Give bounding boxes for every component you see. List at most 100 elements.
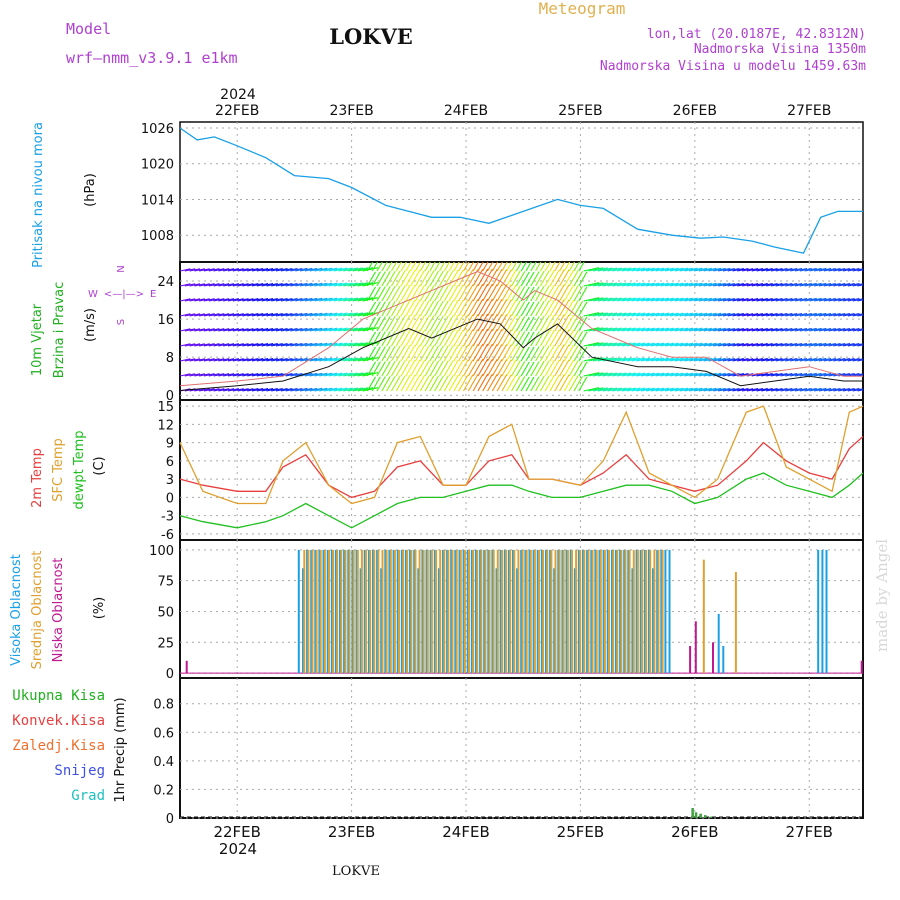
wind-barb	[780, 282, 793, 287]
wind-barb	[751, 358, 764, 362]
wind-barb	[602, 297, 618, 302]
wind-barb	[530, 316, 540, 332]
wind-barb	[237, 298, 249, 302]
wind-barb	[275, 358, 288, 362]
wind-barb	[434, 345, 444, 362]
cloud-bar	[575, 549, 578, 674]
wind-barb	[559, 314, 570, 332]
wind-barb	[818, 357, 832, 362]
wind-barb	[237, 283, 249, 287]
wind-barb	[304, 342, 318, 347]
wind-barb	[463, 262, 470, 272]
wind-barb	[766, 328, 778, 332]
wind-barb	[189, 313, 201, 317]
wind-barb	[400, 300, 411, 317]
wind-barb	[300, 282, 313, 287]
wind-barb	[612, 327, 627, 332]
cloud-bar	[649, 549, 652, 674]
wind-barb	[309, 342, 323, 347]
wind-barb	[208, 358, 220, 362]
wind-barb	[463, 299, 474, 317]
wind-barb	[539, 345, 550, 362]
wind-barb	[833, 387, 846, 392]
wind-barb	[578, 346, 588, 362]
wind-barb	[746, 313, 759, 317]
precip-convective-label: Konvek.Kisa	[12, 713, 105, 729]
wind-barb	[343, 297, 358, 302]
wind-barb	[665, 267, 679, 272]
wind-barb	[742, 388, 754, 392]
wind-barb	[438, 375, 449, 392]
wind-barb	[300, 372, 313, 377]
pressure-unit: (hPa)	[83, 173, 98, 207]
wind-barb	[448, 270, 459, 287]
wind-barb	[237, 388, 249, 392]
wind-barb	[732, 358, 745, 362]
cloud-bar	[458, 549, 461, 674]
wind-barb	[467, 262, 475, 272]
wind-barb	[679, 297, 694, 302]
wind-barb	[525, 316, 535, 332]
wind-barb	[852, 388, 863, 392]
cloud-bar	[476, 549, 479, 674]
wind-barb	[338, 387, 353, 392]
wind-barb	[660, 312, 674, 317]
wind-barb	[304, 357, 318, 362]
wind-barb	[472, 358, 484, 377]
wind-barb	[491, 269, 503, 287]
wind-barb	[429, 270, 439, 287]
wind-barb	[727, 387, 740, 392]
wind-barb	[751, 283, 764, 287]
wind-barb	[400, 262, 407, 272]
cloud-bar	[463, 549, 466, 674]
cloud-bar	[645, 549, 648, 674]
wind-barb	[857, 374, 863, 377]
wind-barb	[472, 283, 484, 302]
wind-barb	[568, 262, 576, 272]
wind-barb	[814, 327, 827, 332]
wind-barb	[184, 328, 196, 332]
wind-barb	[395, 375, 406, 392]
cloud-bar	[583, 549, 586, 674]
wind-barb	[443, 345, 454, 362]
wind-barb	[309, 327, 323, 332]
wind-barb	[818, 327, 832, 332]
wind-barb	[607, 297, 622, 302]
wind-barb	[650, 312, 665, 317]
wind-barb	[352, 297, 369, 302]
wind-barb	[770, 328, 783, 332]
wind-barb	[722, 327, 735, 332]
wind-barb	[443, 285, 454, 302]
wind-barb	[583, 267, 600, 272]
wind-barb	[593, 342, 608, 347]
wind-barb	[487, 284, 498, 302]
cloud-bar	[426, 549, 429, 674]
wind-barb	[794, 357, 808, 362]
wind-barb	[448, 300, 459, 317]
wind-barb	[295, 312, 308, 317]
wind-barb	[300, 387, 313, 392]
cloud-bar	[323, 549, 326, 674]
wind-barb	[247, 298, 259, 302]
wind-barb	[390, 315, 401, 332]
wind-barb	[617, 312, 632, 317]
cloud-bar	[439, 549, 442, 674]
wind-barb	[414, 270, 425, 287]
wind-barb	[597, 297, 613, 302]
wind-barb	[218, 343, 230, 347]
wind-barb	[477, 268, 489, 287]
y-tick-label: 16	[157, 313, 174, 328]
wind-barb	[549, 299, 560, 317]
wind-barb	[568, 300, 579, 317]
wind-barb	[794, 297, 808, 302]
wind-barb	[438, 262, 446, 272]
cloud-spike-bar	[689, 646, 692, 674]
compass-e: E	[150, 289, 156, 300]
wind-barb	[732, 298, 745, 302]
wind-barb	[275, 283, 288, 287]
cloud-bar	[525, 549, 528, 674]
wind-barb	[833, 357, 846, 362]
wind-barb	[636, 357, 650, 362]
wind-barb	[727, 312, 740, 317]
wind-barb	[237, 373, 249, 377]
